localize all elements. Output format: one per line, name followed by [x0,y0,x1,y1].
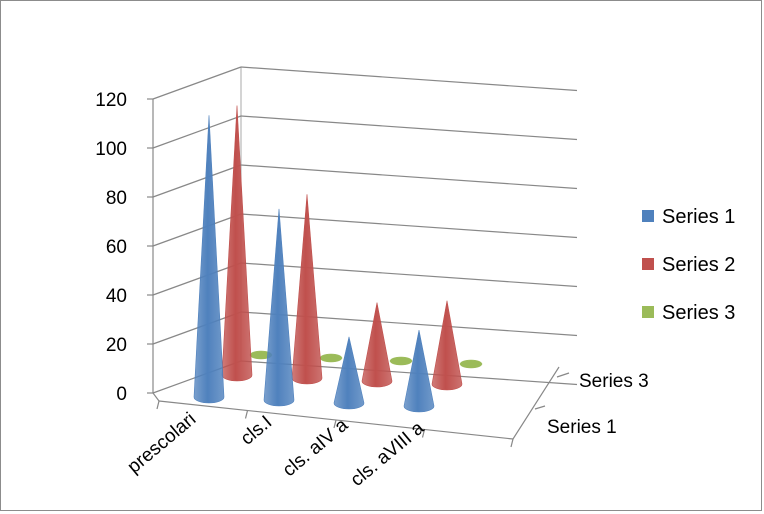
depth-axis-label: Series 1 [547,417,617,438]
category-tick [421,429,426,438]
gridline [240,213,578,239]
cone-2-2 [291,194,323,385]
cone-1-2 [263,208,295,407]
category-tick [156,400,160,410]
category-label: cls.I [237,412,276,450]
y-tick-label: 80 [106,188,127,209]
gridline [240,262,578,288]
side-gridline [152,66,242,100]
gridline [240,164,578,190]
gridline [240,66,578,92]
category-label: prescolari [124,409,201,478]
category-label: cls. aIV a [279,414,353,481]
cone-1-1 [193,115,225,404]
y-tick-label: 100 [95,139,127,160]
legend-swatch [642,210,654,222]
floor-corner [152,392,160,402]
cone-2-3 [361,302,393,388]
y-tick-label: 120 [95,90,127,111]
legend-swatch [642,306,654,318]
y-axis-ticks: 0 20 40 60 80 100 120 [95,90,153,405]
cone-2-1 [221,105,253,382]
cone-2-4 [431,300,463,391]
y-tick-label: 60 [106,237,127,258]
cone-1-4 [403,329,435,413]
legend-label: Series 3 [662,302,735,324]
category-label: cls. aVIII a [347,417,429,490]
cone-3-4 [459,359,483,369]
side-gridline [152,213,242,247]
legend-swatch [642,258,654,270]
category-tick [244,410,249,419]
legend-label: Series 1 [662,206,735,228]
depth-axis-label: Series 3 [579,371,649,392]
cone-1-3 [333,336,365,410]
legend-label: Series 2 [662,254,735,276]
category-tick [333,419,337,429]
legend: Series 1 Series 2 Series 3 [642,206,735,324]
cones [193,105,483,413]
side-gridline [152,262,242,296]
side-gridline [152,164,242,198]
category-tick [510,438,514,448]
depth-tick [534,405,546,410]
y-tick-label: 0 [116,384,127,405]
cone-3-2 [319,353,343,363]
side-gridline [152,115,242,149]
cone-3-3 [389,356,413,366]
gridline [240,115,578,141]
depth-tick [556,372,570,378]
y-tick-label: 20 [106,335,127,356]
y-tick-label: 40 [106,286,127,307]
gridline [240,311,578,337]
depth-axis-labels: Series 3 Series 1 [534,371,649,438]
